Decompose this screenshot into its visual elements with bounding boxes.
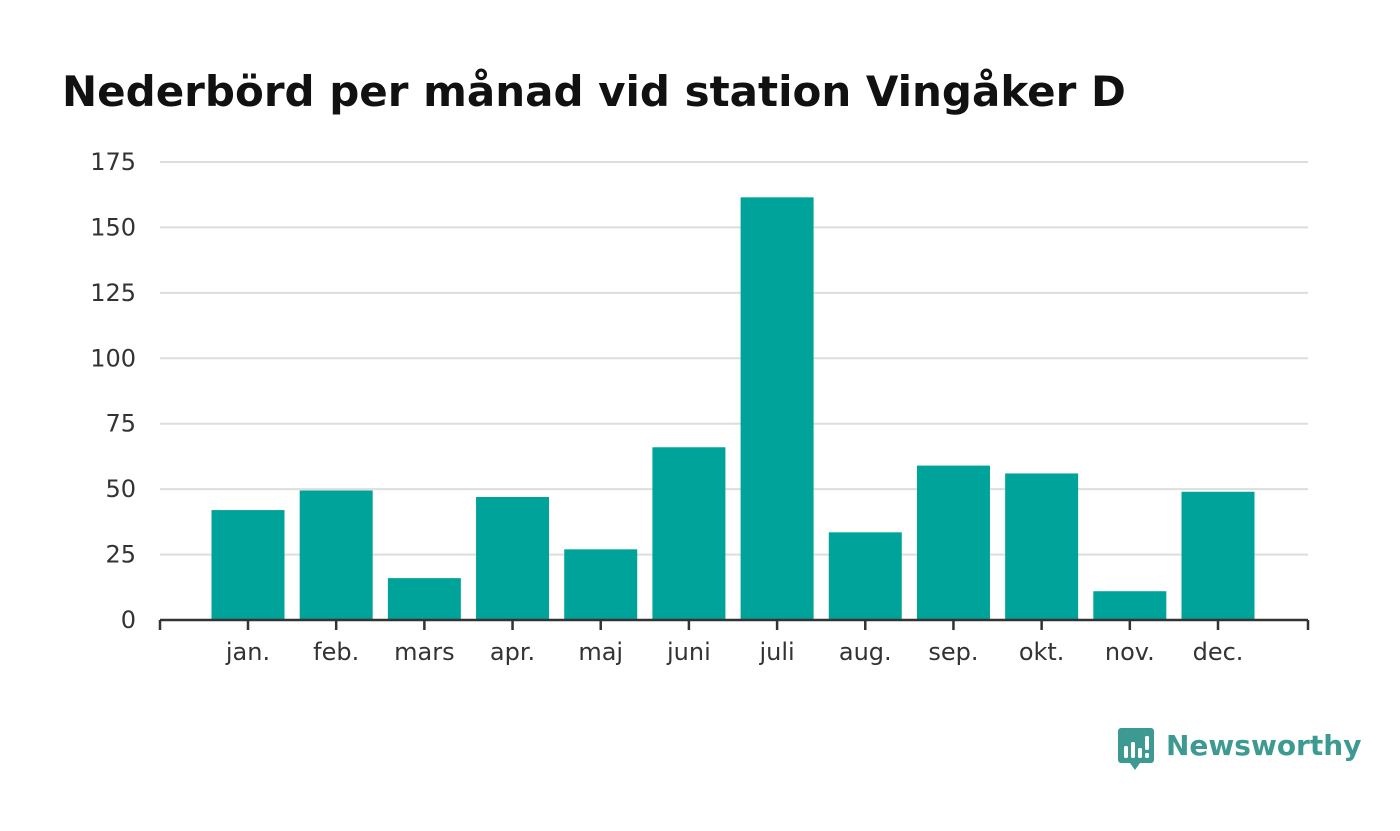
x-tick-label: maj [578, 638, 623, 666]
x-tick-label: jan. [225, 638, 270, 666]
bar-6 [740, 197, 814, 620]
bar-2 [387, 578, 461, 620]
x-tick-label: juli [758, 638, 794, 666]
x-tick-label: okt. [1019, 638, 1065, 666]
newsworthy-logo-icon [1118, 728, 1154, 770]
x-tick-label: sep. [928, 638, 978, 666]
y-axis-ticks: 0 25 50 75 100 125 150 175 [90, 148, 136, 634]
chart-title: Nederbörd per månad vid station Vingåker… [62, 67, 1126, 116]
y-tick-label: 150 [90, 213, 136, 241]
x-axis [158, 618, 1310, 630]
bar-4 [564, 549, 638, 620]
bar-0 [211, 510, 285, 620]
x-tick-label: nov. [1105, 638, 1155, 666]
x-tick-label: aug. [839, 638, 892, 666]
x-tick-label: mars [394, 638, 454, 666]
brand-name: Newsworthy [1166, 729, 1362, 762]
bar-11 [1181, 491, 1255, 620]
y-tick-label: 125 [90, 279, 136, 307]
brand-logo: Newsworthy [1118, 728, 1361, 772]
y-tick-label: 75 [105, 410, 136, 438]
bar-3 [476, 496, 550, 620]
x-tick-label: feb. [313, 638, 359, 666]
x-tick-label: apr. [490, 638, 535, 666]
bar-9 [1005, 473, 1079, 620]
x-tick-label: juni [666, 638, 711, 666]
y-tick-label: 25 [105, 541, 136, 569]
bar-8 [916, 465, 990, 620]
y-tick-label: 175 [90, 148, 136, 176]
bar-1 [299, 490, 373, 620]
y-tick-label: 100 [90, 344, 136, 372]
bar-5 [652, 447, 726, 620]
bars [211, 197, 1255, 620]
y-tick-label: 50 [105, 475, 136, 503]
y-tick-label: 0 [121, 606, 136, 634]
bar-10 [1093, 591, 1167, 620]
bar-7 [828, 532, 902, 620]
x-tick-label: dec. [1193, 638, 1244, 666]
x-axis-ticks: jan. feb. mars apr. maj juni juli aug. sep. okt. n… [225, 638, 1244, 666]
